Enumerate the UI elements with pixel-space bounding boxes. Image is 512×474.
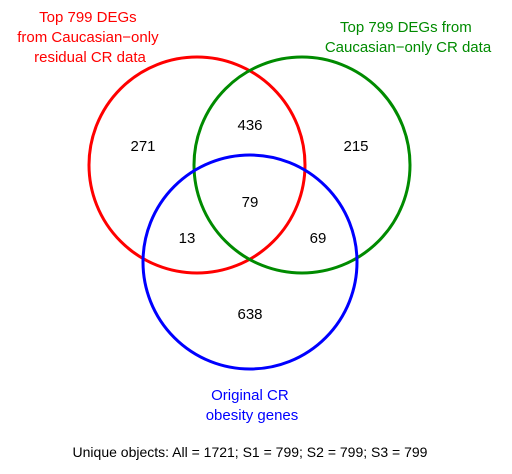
set-3-label: Original CR obesity genes xyxy=(206,387,299,424)
set-2-label-line: Top 799 DEGs from xyxy=(340,19,472,36)
count-s1-s2-s3: 79 xyxy=(242,194,259,211)
set-3-label-line: Original CR xyxy=(211,387,289,404)
set-3-label-line: obesity genes xyxy=(206,407,299,424)
summary-text: Unique objects: All = 1721; S1 = 799; S2… xyxy=(73,444,428,460)
count-s1-s3: 13 xyxy=(179,230,196,247)
count-s1-only: 271 xyxy=(130,138,155,155)
count-s2-s3: 69 xyxy=(310,230,327,247)
set-2-label: Top 799 DEGs from Caucasian−only CR data xyxy=(325,19,492,56)
set-1-circle xyxy=(87,55,307,275)
set-1-label-line: from Caucasian−only xyxy=(17,29,159,46)
count-s1-s2: 436 xyxy=(237,117,262,134)
count-s3-only: 638 xyxy=(237,306,262,323)
set-1-label: Top 799 DEGs from Caucasian−only residua… xyxy=(17,9,163,66)
set-1-label-line: residual CR data xyxy=(34,49,146,66)
set-2-circle xyxy=(192,55,412,275)
count-s2-only: 215 xyxy=(343,138,368,155)
set-1-label-line: Top 799 DEGs xyxy=(39,9,137,26)
set-2-label-line: Caucasian−only CR data xyxy=(325,39,492,56)
set-3-circle xyxy=(141,153,359,371)
